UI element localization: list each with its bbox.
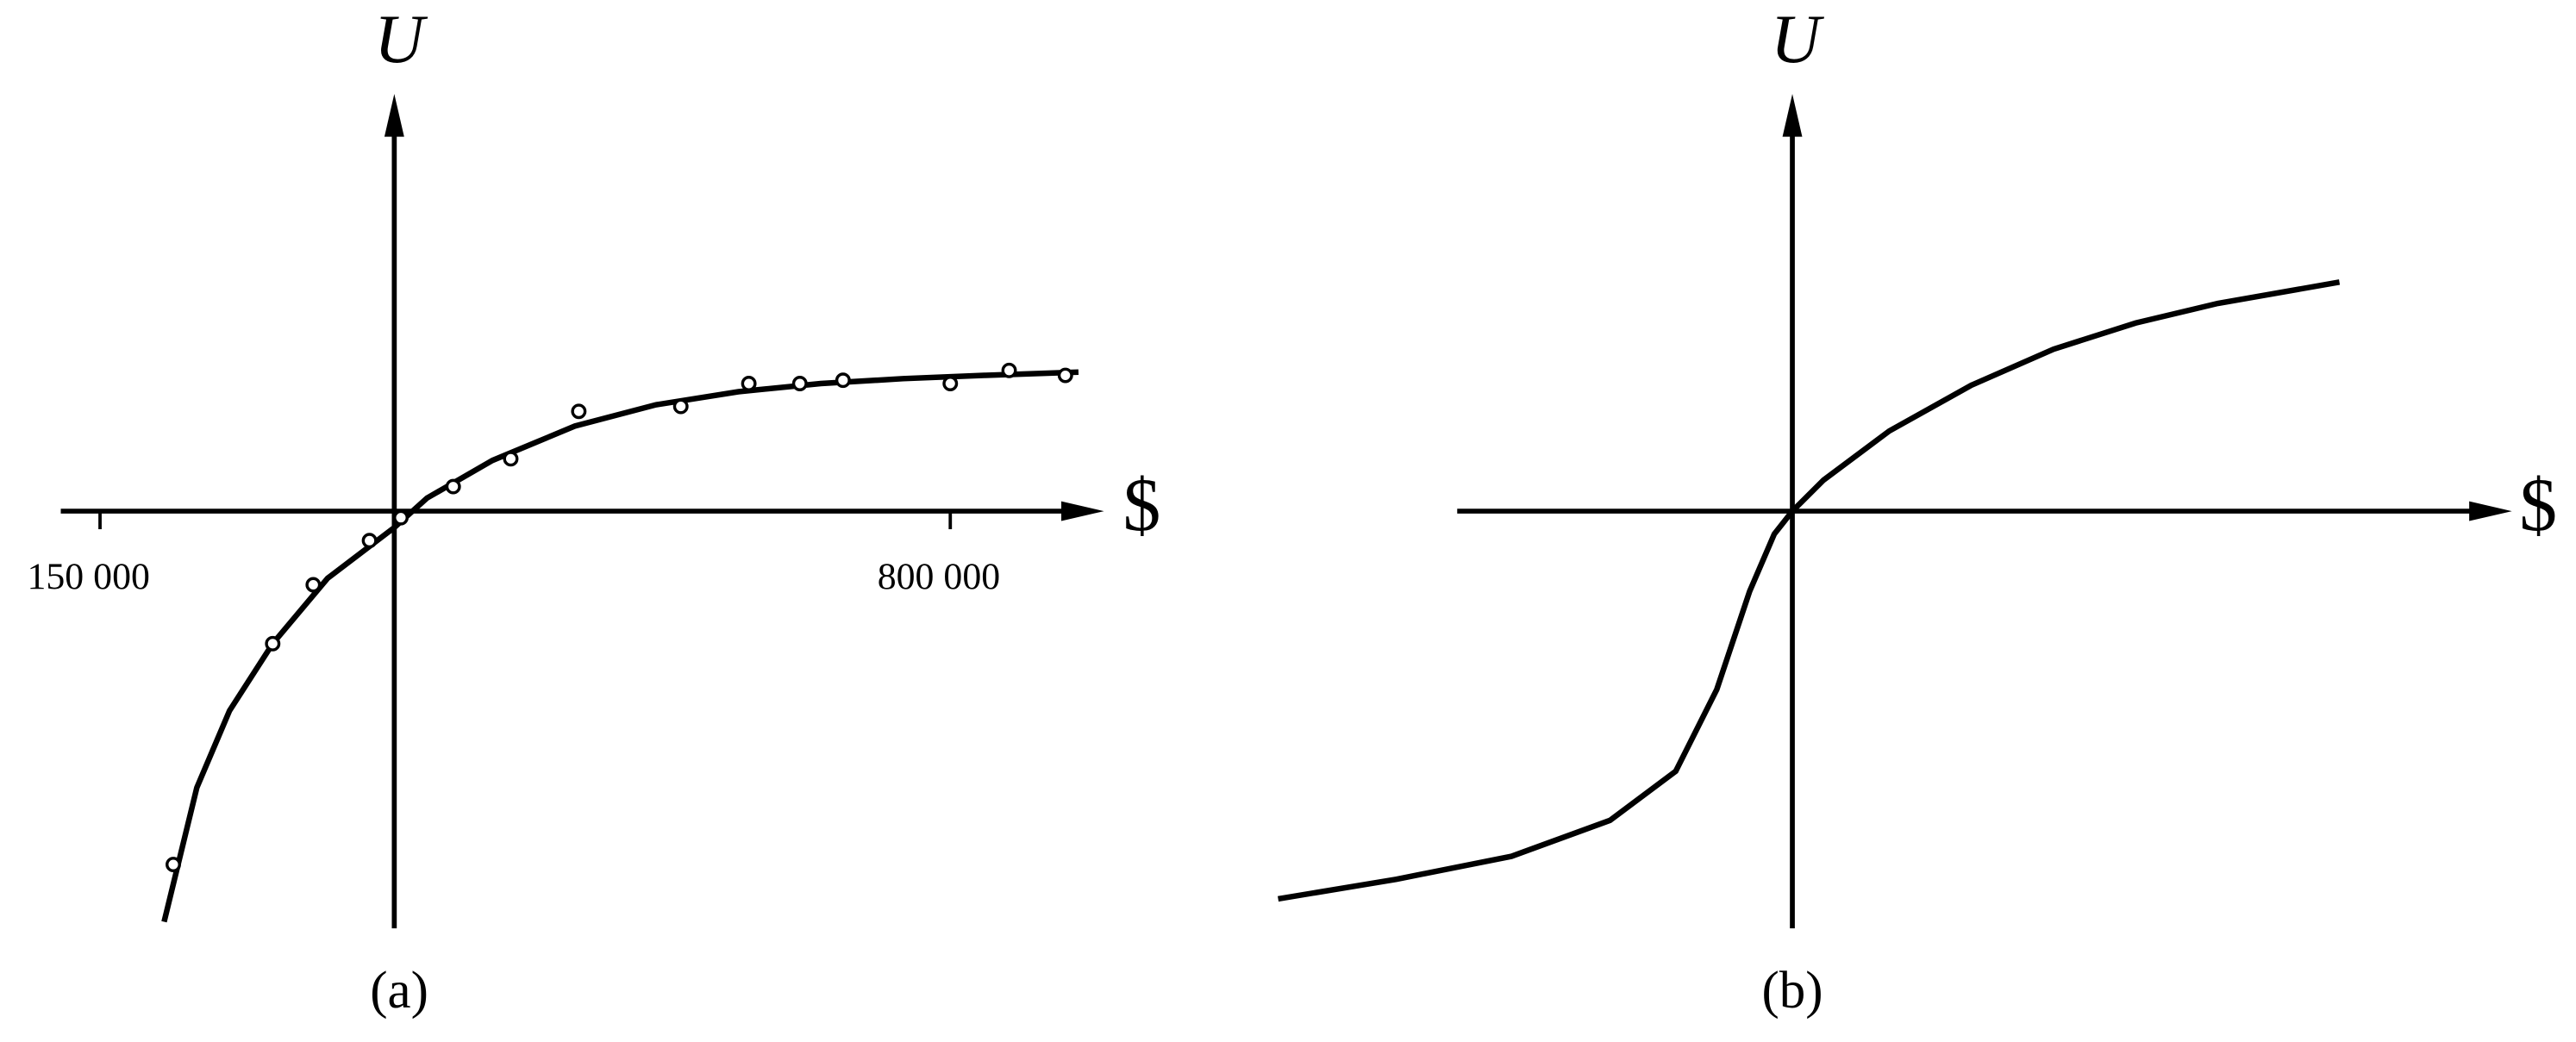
data-point xyxy=(445,478,461,495)
data-point xyxy=(1057,367,1073,384)
x-axis-arrow xyxy=(2469,501,2512,521)
x-axis-arrow xyxy=(1061,501,1104,521)
data-point xyxy=(265,635,281,652)
x-tick-label: 800 000 xyxy=(878,556,1000,597)
data-point xyxy=(835,372,851,389)
data-point xyxy=(393,509,409,526)
data-point xyxy=(305,577,322,593)
data-point xyxy=(361,533,378,549)
y-axis-arrow xyxy=(384,94,404,137)
x-axis-label: $ xyxy=(2519,463,2557,546)
data-point xyxy=(672,398,689,415)
data-point xyxy=(942,376,959,391)
y-axis-arrow xyxy=(1782,94,1803,137)
x-tick-label: 150 000 xyxy=(27,556,149,597)
y-axis-label: U xyxy=(374,2,428,78)
data-point xyxy=(571,403,587,420)
curve xyxy=(1278,279,2341,902)
caption: (b) xyxy=(1761,962,1823,1020)
y-axis-label: U xyxy=(1771,2,1825,78)
data-point xyxy=(166,857,181,873)
caption: (a) xyxy=(370,962,428,1020)
data-point xyxy=(741,376,757,391)
curve xyxy=(161,369,1079,923)
data-point xyxy=(503,451,519,467)
data-point xyxy=(791,376,808,391)
data-point xyxy=(1001,362,1017,378)
x-axis-label: $ xyxy=(1122,463,1160,546)
